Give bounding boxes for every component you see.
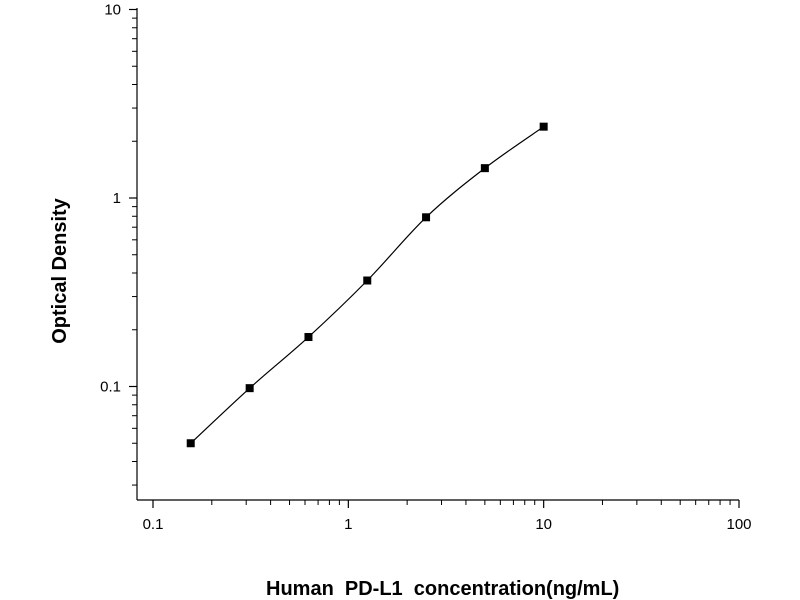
x-tick-label: 1 bbox=[344, 516, 352, 533]
axes bbox=[136, 8, 739, 501]
y-tick-label: 0.1 bbox=[100, 379, 121, 396]
data-points bbox=[186, 122, 548, 448]
data-point-marker bbox=[186, 439, 195, 448]
data-point-marker bbox=[245, 384, 254, 393]
x-tick-label: 100 bbox=[726, 516, 751, 533]
fit-curve bbox=[190, 126, 545, 444]
x-axis-title: Human PD-L1 concentration(ng/mL) bbox=[266, 578, 619, 600]
data-point-marker bbox=[363, 276, 372, 285]
ticks bbox=[129, 8, 740, 508]
y-tick-label: 10 bbox=[104, 2, 121, 19]
y-tick-label: 1 bbox=[113, 190, 121, 207]
x-tick-label: 10 bbox=[535, 516, 552, 533]
x-tick-label: 0.1 bbox=[143, 516, 164, 533]
y-axis-title: Optical Density bbox=[49, 197, 71, 343]
data-point-marker bbox=[539, 122, 548, 131]
data-point-marker bbox=[304, 333, 313, 342]
data-point-marker bbox=[480, 164, 489, 173]
data-point-marker bbox=[422, 213, 431, 222]
tick-labels: 0.1 1 10 100 0.1 1 10 bbox=[100, 2, 751, 534]
